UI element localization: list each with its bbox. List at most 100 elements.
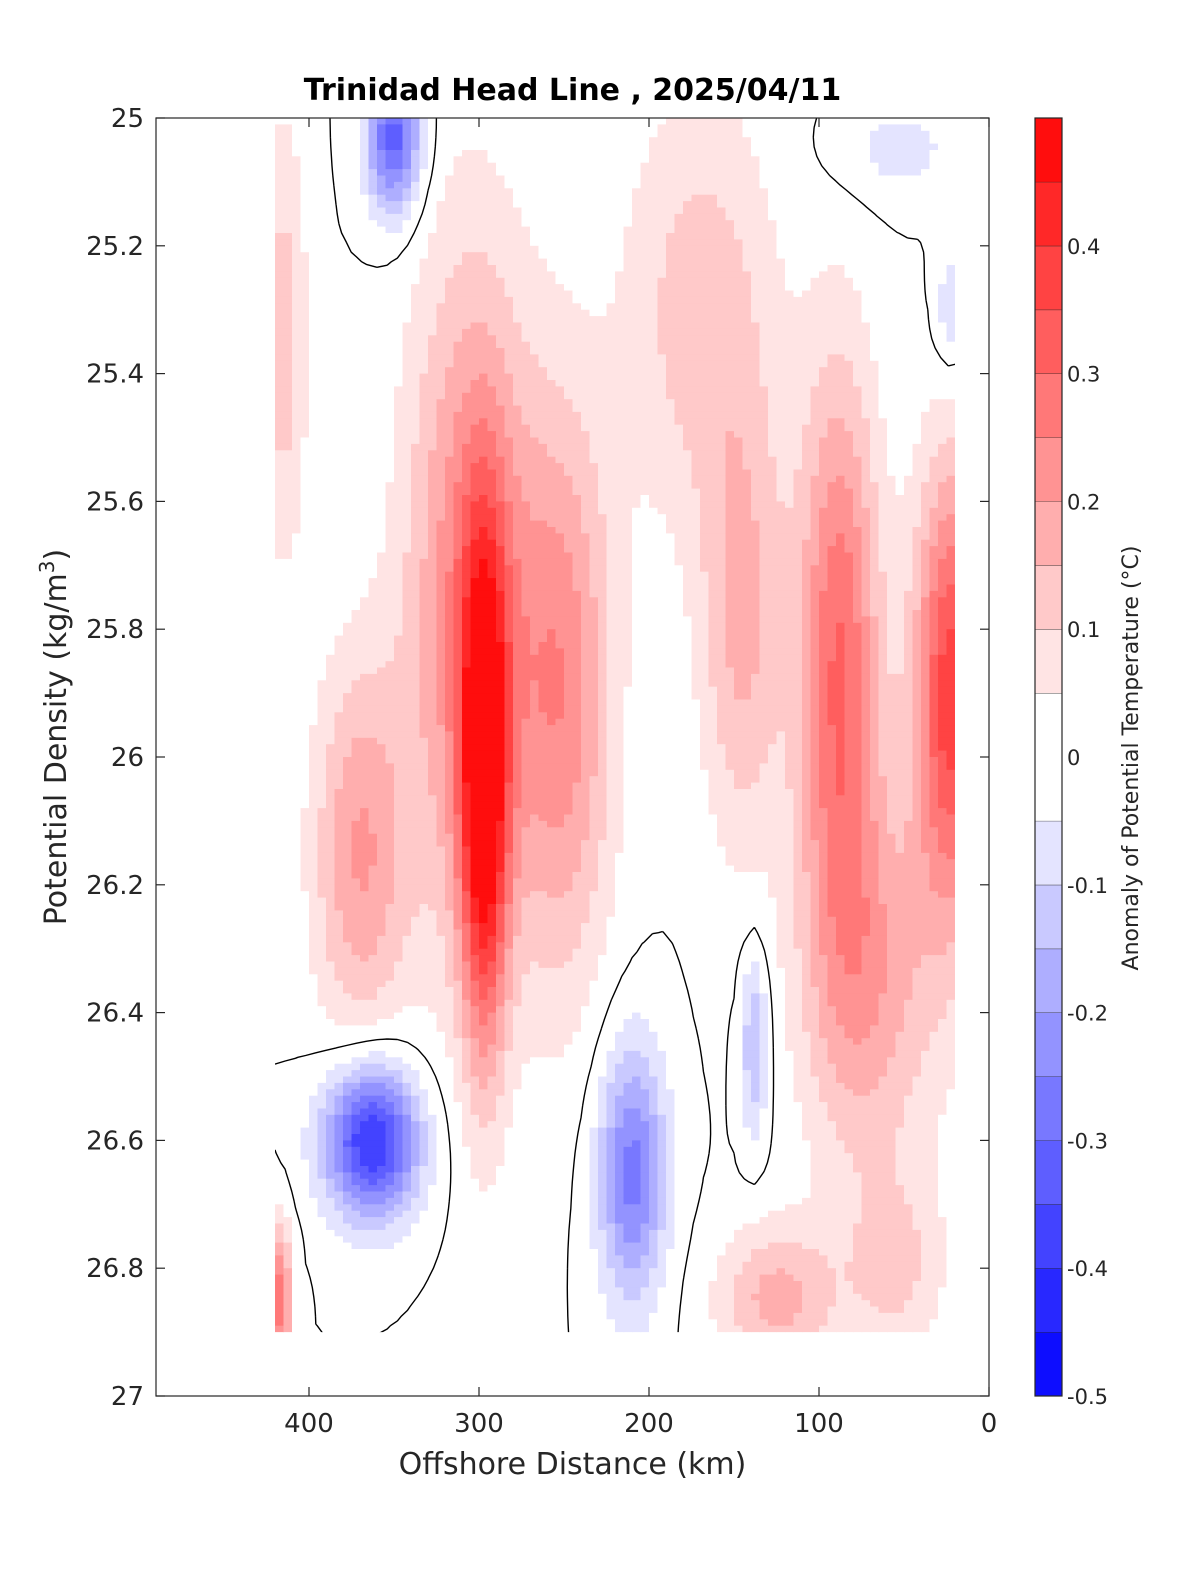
contour-cell: [419, 1050, 429, 1058]
contour-cell: [394, 923, 404, 931]
contour-cell: [283, 789, 293, 796]
contour-cell: [402, 923, 412, 931]
contour-cell: [283, 130, 293, 138]
contour-cell: [411, 1070, 421, 1078]
contour-cell: [368, 629, 378, 637]
contour-cell: [351, 1070, 361, 1078]
contour-cell: [300, 469, 310, 477]
contour-cell: [334, 782, 344, 790]
contour-cell: [385, 769, 395, 777]
contour-cell: [283, 597, 293, 605]
contour-cell: [351, 1287, 361, 1295]
contour-cell: [428, 367, 438, 375]
contour-cell: [445, 162, 455, 170]
contour-cell: [445, 482, 455, 490]
contour-cell: [385, 220, 395, 228]
contour-cell: [283, 1217, 293, 1225]
contour-cell: [470, 316, 480, 324]
contour-cell: [343, 1210, 353, 1218]
contour-cell: [402, 578, 412, 586]
contour-cell: [343, 859, 353, 867]
contour-cell: [402, 169, 412, 177]
contour-cell: [317, 680, 327, 688]
contour-cell: [292, 1057, 302, 1065]
contour-cell: [368, 1006, 378, 1014]
contour-cell: [343, 309, 353, 317]
contour-cell: [385, 354, 395, 362]
contour-cell: [317, 322, 327, 330]
contour-cell: [368, 935, 378, 943]
contour-cell: [411, 475, 421, 483]
contour-cell: [317, 769, 327, 777]
contour-cell: [470, 1006, 480, 1014]
contour-cell: [428, 610, 438, 617]
contour-cell: [275, 443, 285, 451]
contour-cell: [360, 130, 370, 138]
contour-cell: [309, 1038, 319, 1046]
contour-cell: [300, 731, 310, 739]
contour-cell: [470, 667, 480, 675]
contour-cell: [487, 463, 497, 471]
contour-cell: [394, 450, 404, 458]
contour-cell: [368, 450, 378, 458]
contour-cell: [487, 226, 497, 234]
contour-cell: [334, 303, 344, 311]
contour-cell: [428, 137, 438, 145]
contour-cell: [360, 705, 370, 713]
contour-cell: [351, 1300, 361, 1308]
contour-cell: [402, 808, 412, 816]
contour-cell: [377, 852, 387, 860]
contour-cell: [343, 680, 353, 688]
contour-cell: [470, 1019, 480, 1026]
contour-cell: [428, 443, 438, 451]
contour-cell: [411, 1312, 421, 1320]
contour-cell: [428, 552, 438, 560]
contour-cell: [275, 1306, 285, 1314]
contour-cell: [462, 507, 472, 515]
contour-cell: [402, 431, 412, 439]
contour-cell: [300, 603, 310, 611]
contour-cell: [283, 603, 293, 611]
contour-cell: [309, 411, 319, 419]
contour-cell: [462, 565, 472, 573]
contour-cell: [487, 814, 497, 822]
contour-cell: [343, 935, 353, 943]
contour-cell: [385, 1031, 395, 1039]
contour-cell: [462, 1166, 472, 1173]
contour-cell: [470, 1095, 480, 1103]
contour-cell: [445, 488, 455, 496]
contour-cell: [496, 201, 506, 209]
contour-cell: [343, 1063, 353, 1071]
contour-cell: [326, 872, 336, 879]
contour-cell: [411, 1261, 421, 1269]
contour-cell: [351, 852, 361, 860]
contour-cell: [283, 750, 293, 758]
contour-cell: [453, 820, 463, 828]
contour-cell: [360, 1287, 370, 1295]
contour-cell: [385, 450, 395, 458]
contour-cell: [462, 1159, 472, 1167]
contour-cell: [351, 859, 361, 867]
contour-cell: [453, 1038, 463, 1046]
contour-cell: [419, 437, 429, 445]
contour-cell: [326, 1217, 336, 1225]
contour-cell: [496, 316, 506, 324]
contour-cell: [402, 341, 412, 349]
contour-cell: [428, 622, 438, 630]
contour-cell: [309, 1268, 319, 1276]
contour-cell: [317, 782, 327, 790]
contour-cell: [377, 565, 387, 573]
contour-cell: [428, 1217, 438, 1225]
contour-cell: [394, 456, 404, 464]
contour-cell: [326, 1166, 336, 1173]
contour-cell: [292, 622, 302, 630]
contour-cell: [334, 1204, 344, 1212]
contour-cell: [462, 712, 472, 720]
contour-cell: [411, 1274, 421, 1282]
contour-cell: [385, 1172, 395, 1180]
contour-cell: [470, 124, 480, 132]
contour-cell: [377, 226, 387, 234]
contour-cell: [462, 776, 472, 784]
contour-cell: [394, 571, 404, 579]
contour-cell: [428, 130, 438, 138]
